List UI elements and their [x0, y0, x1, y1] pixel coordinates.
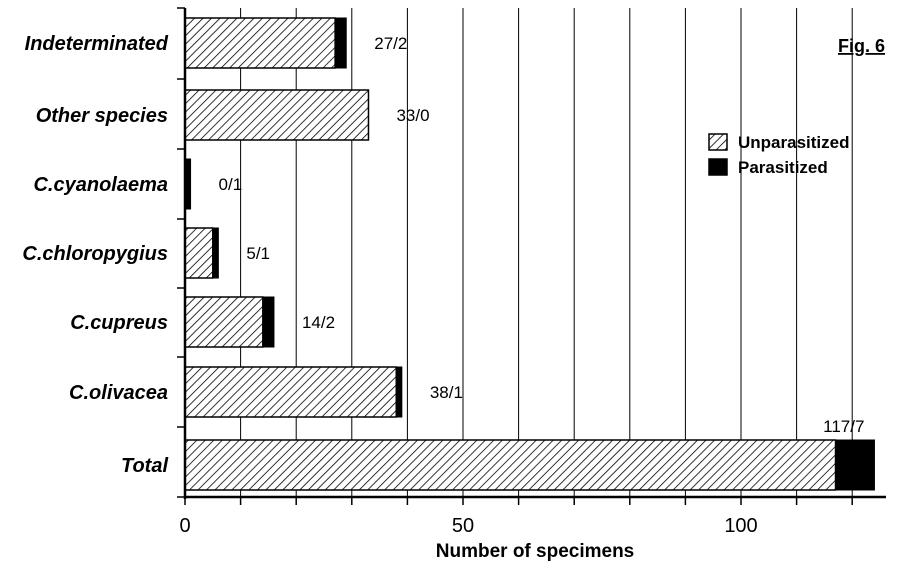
- x-axis-title: Number of specimens: [436, 541, 635, 562]
- data-label: 0/1: [219, 175, 243, 194]
- data-label: 5/1: [246, 244, 270, 263]
- bar-parasitized: [262, 296, 275, 348]
- x-tick-label: 0: [179, 515, 190, 537]
- category-label: Indeterminated: [25, 33, 169, 55]
- figure-label: Fig. 6: [838, 36, 885, 56]
- category-label: Other species: [36, 105, 168, 127]
- data-label: 14/2: [302, 313, 335, 332]
- labels: Indeterminated Other species C.cyanolaema C…: [22, 33, 864, 537]
- bar-unparasitized: [184, 17, 336, 69]
- bar-unparasitized: [184, 439, 837, 491]
- legend-label-unparasitized: Unparasitized: [738, 133, 849, 152]
- axes: [177, 7, 886, 505]
- x-tick-label: 50: [452, 515, 474, 537]
- category-label: Total: [121, 455, 168, 477]
- bars: [184, 17, 875, 491]
- data-label: 117/7: [823, 417, 864, 436]
- legend-label-parasitized: Parasitized: [738, 158, 828, 177]
- grid-lines: [240, 8, 853, 497]
- bar-unparasitized: [184, 89, 370, 141]
- category-label: C.cupreus: [70, 312, 168, 334]
- category-label: C.olivacea: [69, 382, 168, 404]
- legend-swatch-unparasitized: [708, 133, 728, 151]
- bar-unparasitized: [184, 296, 264, 348]
- bar-parasitized: [212, 227, 219, 279]
- legend: Unparasitized Parasitized: [708, 133, 849, 177]
- bar-parasitized: [835, 439, 875, 491]
- bar-unparasitized: [184, 366, 398, 418]
- category-label: C.chloropygius: [22, 243, 168, 265]
- data-label: 33/0: [396, 106, 429, 125]
- data-label: 27/2: [374, 34, 407, 53]
- x-tick-label: 100: [724, 515, 757, 537]
- legend-swatch-parasitized: [708, 158, 728, 176]
- bar-unparasitized: [184, 227, 214, 279]
- bar-parasitized: [395, 366, 403, 418]
- bar-parasitized: [334, 17, 347, 69]
- data-label: 38/1: [430, 383, 463, 402]
- category-label: C.cyanolaema: [33, 174, 168, 196]
